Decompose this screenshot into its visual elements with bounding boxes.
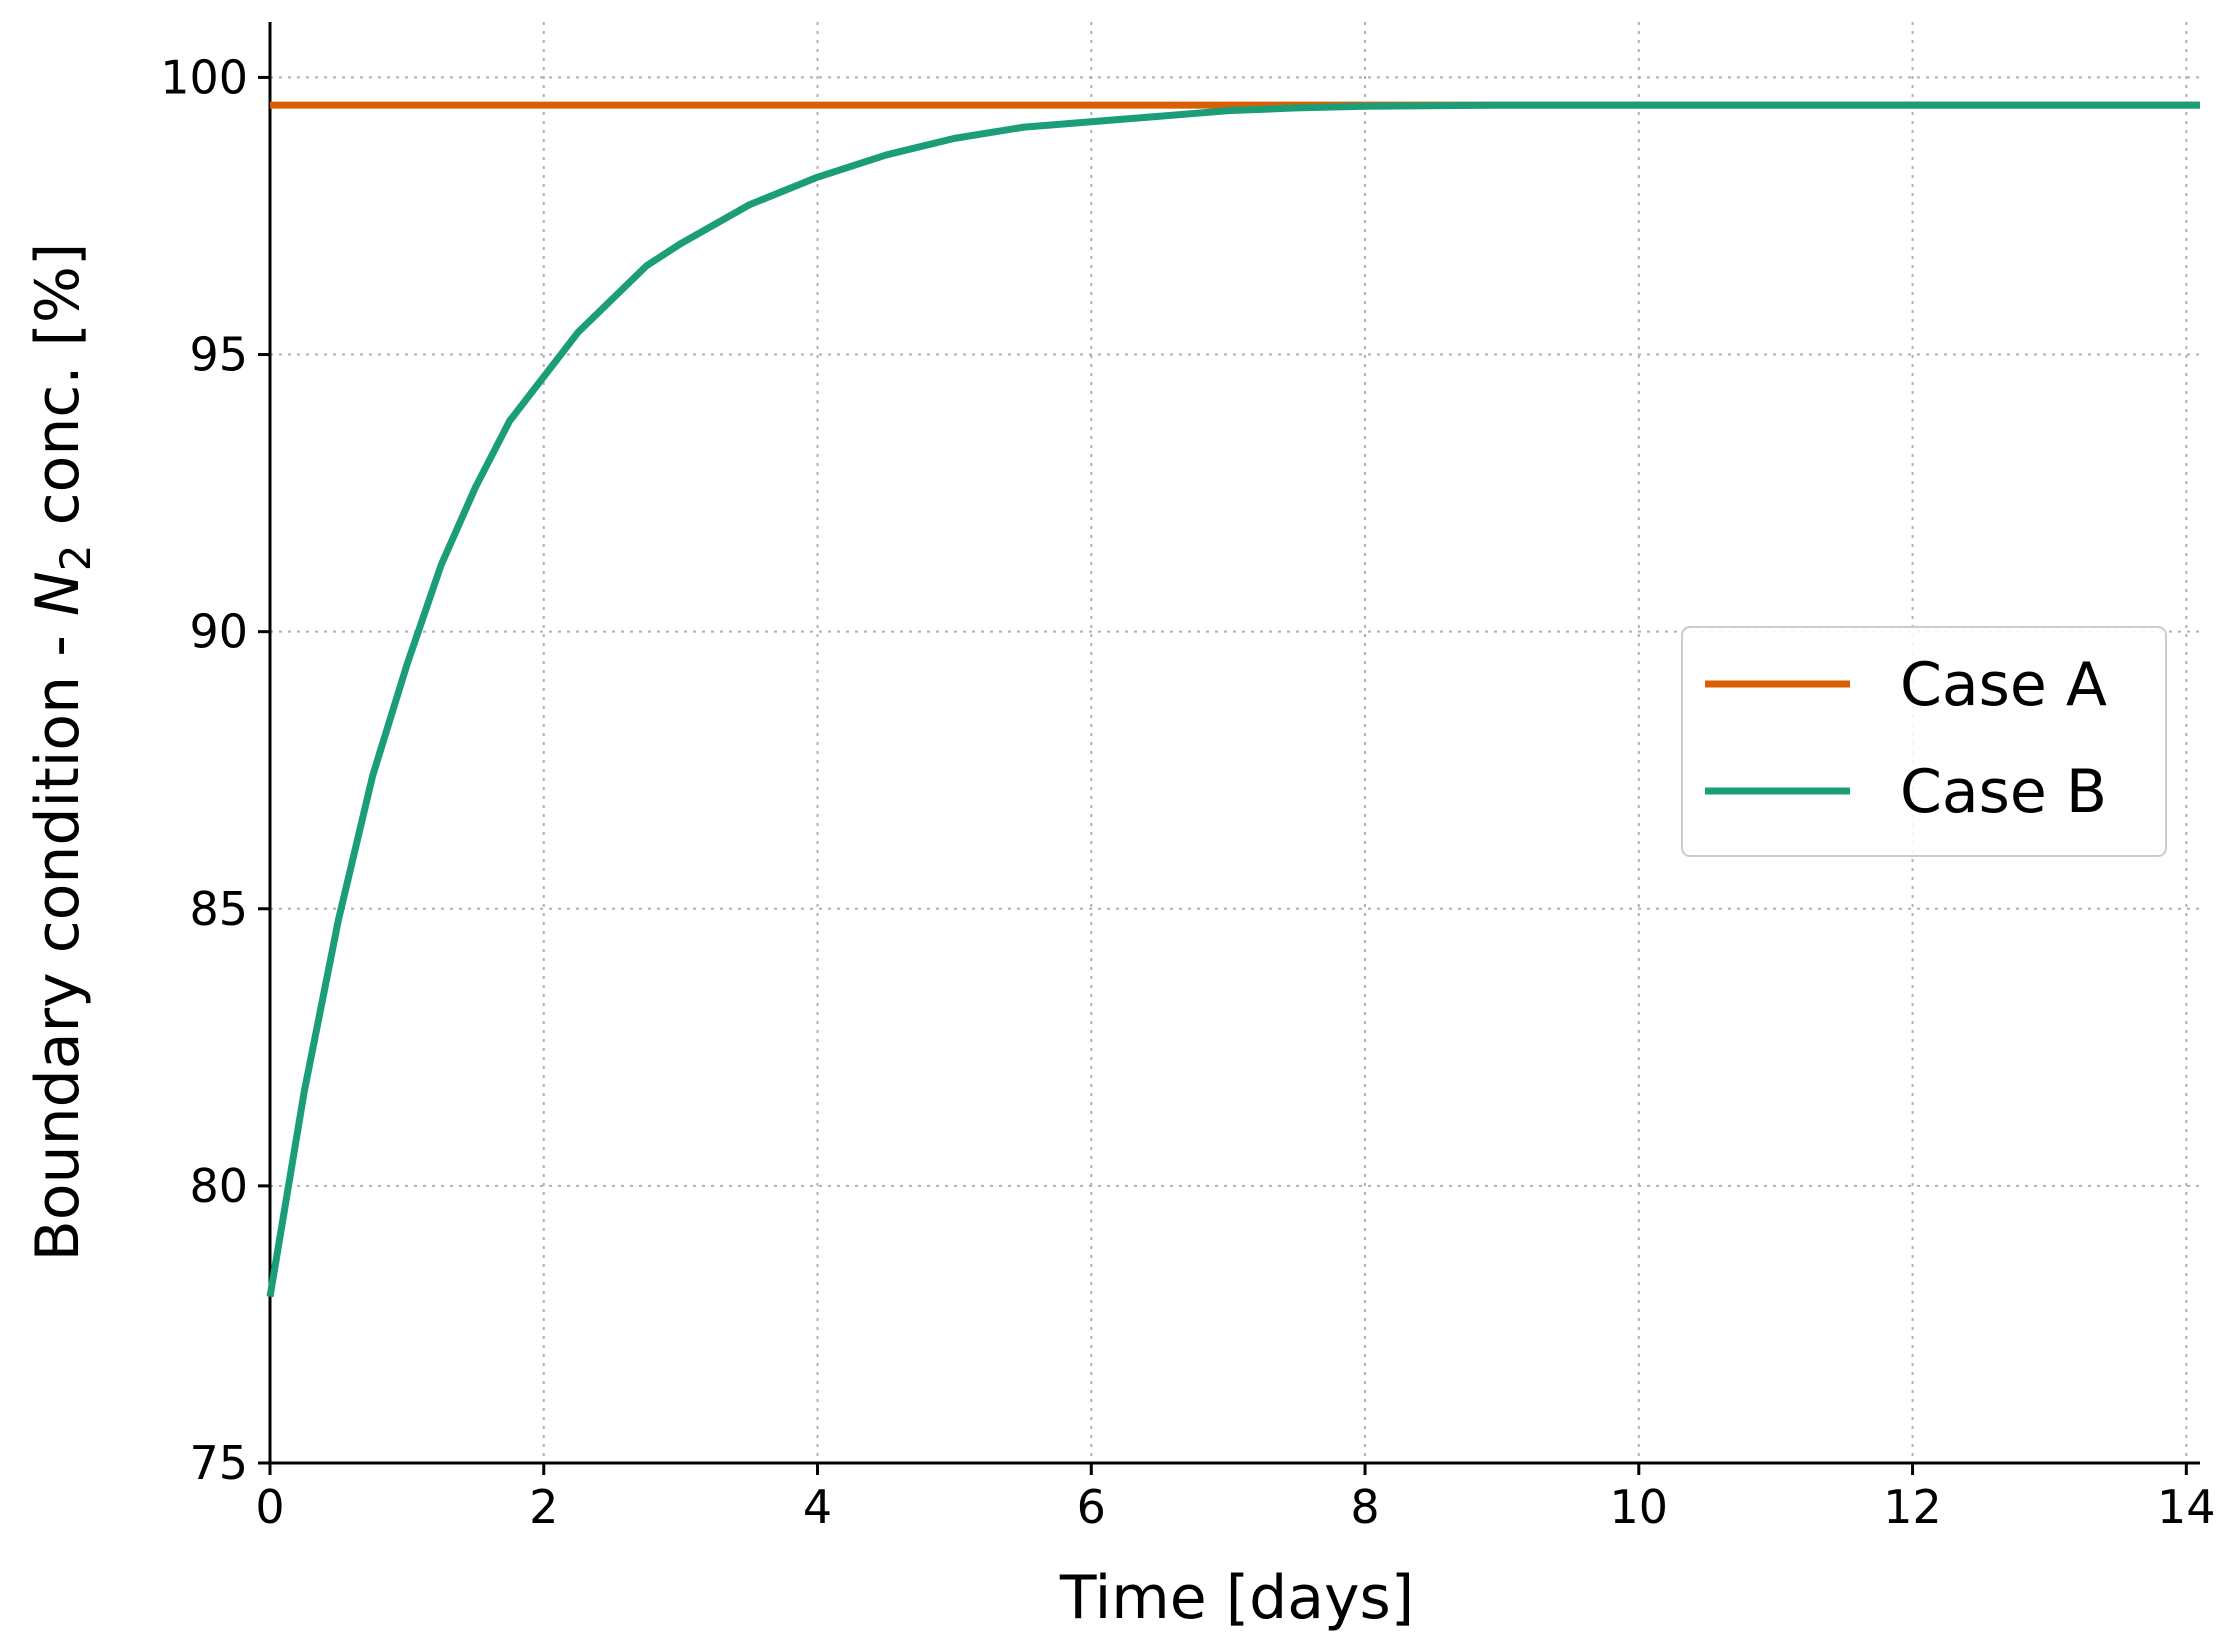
- x-tick-label: 4: [803, 1480, 832, 1534]
- legend: Case A Case B: [1681, 626, 2167, 857]
- x-tick-label: 0: [255, 1480, 284, 1534]
- y-axis-label-subscript: 2: [51, 544, 100, 571]
- x-axis-label: Time [days]: [1059, 1563, 1414, 1633]
- legend-label-case-a: Case A: [1900, 650, 2107, 720]
- y-axis-label: Boundary condition - N2 conc. [%]: [23, 243, 100, 1262]
- x-tick-label: 14: [2157, 1480, 2216, 1534]
- x-tick-label: 8: [1350, 1480, 1379, 1534]
- tick-labels: 0 2 4 6 8 10 12 14 75 80 85 90 95 100: [160, 50, 2215, 1534]
- y-axis-label-prefix: Boundary condition -: [23, 616, 93, 1261]
- x-tick-label: 6: [1077, 1480, 1106, 1534]
- y-tick-label: 85: [189, 882, 248, 936]
- y-tick-label: 95: [189, 328, 248, 382]
- legend-label-case-b: Case B: [1900, 757, 2107, 827]
- y-tick-label: 90: [189, 605, 248, 659]
- axes: [258, 22, 2200, 1475]
- series-line-case-b: [266, 101, 2200, 1298]
- series-lines: [266, 101, 2200, 1298]
- y-axis-label-suffix: conc. [%]: [23, 243, 93, 545]
- x-tick-label: 2: [529, 1480, 558, 1534]
- x-tick-label: 10: [1610, 1480, 1669, 1534]
- y-axis-label-symbol: N: [23, 571, 93, 616]
- y-tick-label: 75: [189, 1436, 248, 1490]
- x-tick-label: 12: [1883, 1480, 1942, 1534]
- y-tick-label: 100: [160, 50, 248, 104]
- y-tick-label: 80: [189, 1159, 248, 1213]
